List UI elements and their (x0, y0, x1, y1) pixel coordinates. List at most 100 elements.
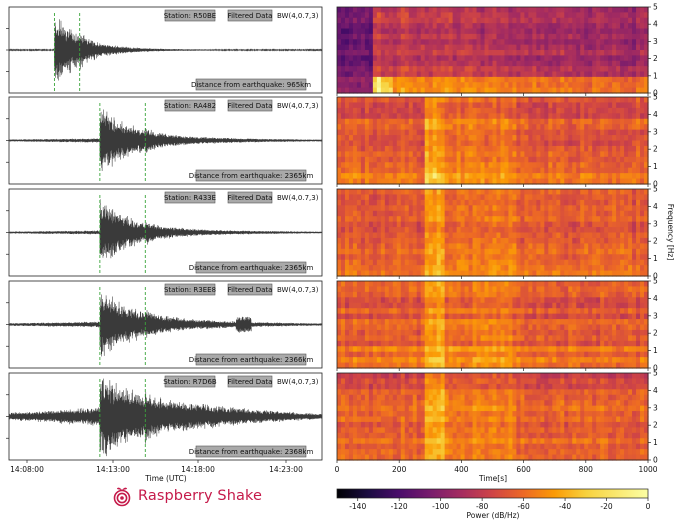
spectrogram-cell (556, 12, 561, 19)
spectrogram-cell (464, 286, 470, 293)
spectrogram-cell (396, 7, 402, 13)
spectrogram-cell (572, 76, 577, 83)
spectrogram-cell (460, 55, 466, 62)
spectrogram-cell (496, 357, 502, 364)
spectrogram-cell (548, 71, 553, 78)
spectrogram-cell (564, 232, 569, 239)
spectrogram-cell (337, 221, 342, 228)
spectrogram-cell (628, 28, 633, 35)
spectrogram-cell (448, 129, 454, 136)
spectrogram-cell (544, 302, 549, 309)
spectrogram-cell (408, 7, 414, 13)
spectrogram-cell (388, 156, 394, 163)
spectrogram-cell (628, 270, 633, 277)
spectrogram-cell (516, 107, 522, 114)
spectrogram-cell (392, 329, 398, 336)
spectrogram-cell (488, 82, 494, 89)
spectrogram-cell (496, 335, 502, 342)
spectrogram-cell (616, 199, 621, 206)
spectrogram-cell (436, 39, 442, 46)
spectrogram-cell (572, 33, 577, 40)
spectrogram-cell (372, 39, 378, 46)
spectrogram-cell (568, 167, 573, 174)
spectrogram-cell (360, 102, 366, 109)
spectrogram-cell (496, 205, 502, 212)
spectrogram-cell (480, 319, 486, 326)
spectrogram-cell (520, 113, 525, 120)
spectrogram-cell (644, 194, 649, 201)
spectrogram-cell (440, 237, 446, 244)
spectrogram-cell (380, 281, 386, 288)
spectrogram-cell (552, 243, 557, 250)
spectrogram-cell (584, 55, 589, 62)
spectrogram-cell (452, 28, 458, 35)
spectrogram-cell (384, 167, 390, 174)
spectrogram-cell (368, 351, 374, 358)
spectrogram-cell (644, 151, 649, 158)
spectrogram-cell (364, 362, 370, 369)
spectrogram-cell (492, 362, 498, 369)
spectrogram-cell (396, 232, 402, 239)
spectrogram-cell (536, 167, 541, 174)
spectrogram-cell (428, 162, 434, 169)
spectrogram-cell (372, 124, 378, 131)
spectrogram-cell (580, 351, 585, 358)
spectrogram-cell (520, 335, 525, 342)
spectrogram-cell (472, 178, 478, 185)
spectrogram-cell (532, 113, 537, 120)
spectrogram-cell (548, 189, 553, 196)
spectrogram-cell (616, 23, 621, 30)
spectrogram-cell (576, 265, 581, 272)
spectrogram-cell (388, 7, 394, 13)
spectrogram-cell (556, 351, 561, 358)
spectrogram-cell (500, 237, 506, 244)
spectrogram-cell (424, 55, 430, 62)
spectrogram-cell (544, 50, 549, 56)
spectrogram-cell (348, 265, 354, 272)
spectrogram-cell (616, 87, 621, 94)
spectrogram-cell (356, 281, 362, 288)
spectrogram-cell (568, 118, 573, 125)
spectrogram-cell (460, 199, 466, 206)
spectrogram-cell (400, 7, 406, 13)
spectrogram-cell (488, 265, 494, 272)
spectrogram-cell (628, 194, 633, 201)
spectrogram-cell (337, 210, 342, 217)
spectrogram-cell (496, 221, 502, 228)
spectrogram-cell (456, 194, 462, 201)
spectrogram-cell (376, 351, 382, 358)
spectrogram-cell (356, 265, 362, 272)
spectrogram-cell (592, 199, 597, 206)
spectrogram-cell (596, 129, 601, 136)
spectrogram-cell (644, 71, 649, 78)
spectrogram-cell (368, 156, 374, 163)
spectrogram-cell (588, 162, 593, 169)
spectrogram-cell (492, 335, 498, 342)
spectrogram-cell (344, 319, 350, 326)
spectrogram-cell (636, 66, 641, 73)
spectrogram-cell (360, 162, 366, 169)
spectrogram-cell (520, 151, 525, 158)
spectrogram-cell (540, 189, 545, 196)
spectrogram-cell (480, 199, 486, 206)
spectrogram-cell (624, 145, 629, 152)
spectrogram-cell (356, 286, 362, 293)
spectrogram-cell (476, 97, 482, 104)
spectrogram-cell (608, 156, 613, 163)
spectrogram-cell (404, 55, 410, 62)
spectrogram-cell (356, 151, 362, 158)
spectrogram-cell (356, 194, 362, 201)
spectrogram-cell (364, 167, 370, 174)
spectrogram-cell (636, 12, 641, 19)
spectrogram-cell (556, 329, 561, 336)
spectrogram-cell (432, 28, 438, 35)
spectrogram-cell (504, 232, 510, 239)
spectrogram-cell (524, 28, 529, 35)
spectrogram-cell (396, 135, 402, 142)
spectrogram-cell (508, 194, 514, 201)
spectrogram-cell (364, 82, 370, 89)
spectrogram-cell (524, 97, 529, 104)
spectrogram-cell (588, 340, 593, 347)
spectrogram-cell (436, 340, 442, 347)
spectrogram-cell (372, 12, 378, 19)
